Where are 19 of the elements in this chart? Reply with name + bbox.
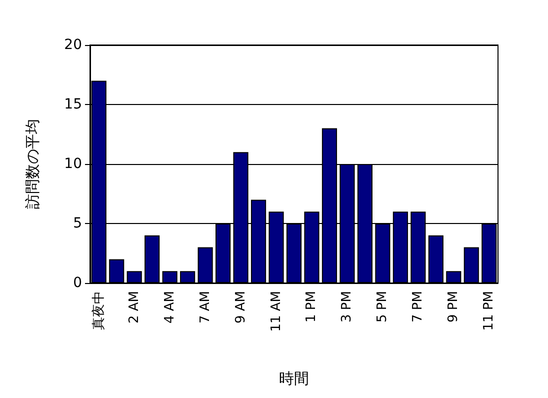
x-tick-label: 11 PM [482,291,497,331]
y-tick-label: 0 [73,275,82,291]
x-tick-label: 真夜中 [90,291,106,330]
y-tick-label: 20 [64,37,82,53]
x-axis-title: 時間 [279,370,309,388]
x-tick-label: 11 AM [268,291,284,332]
x-tick-label: 7 PM [410,291,426,322]
x-tick-label: 9 AM [233,291,248,324]
x-tick-label: 3 PM [340,291,355,322]
x-tick-label: 1 PM [304,291,320,322]
x-tick-label: 2 AM [126,291,142,324]
x-tick-label: 9 PM [446,291,462,322]
y-axis-title: 訪問数の平均 [24,119,42,209]
x-tick-label: 4 AM [162,291,178,324]
x-tick-label: 5 PM [375,291,390,322]
y-tick-label: 10 [64,156,82,172]
y-tick-label: 15 [64,96,82,112]
x-tick-label: 7 AM [198,291,213,324]
y-tick-label: 5 [73,216,82,232]
